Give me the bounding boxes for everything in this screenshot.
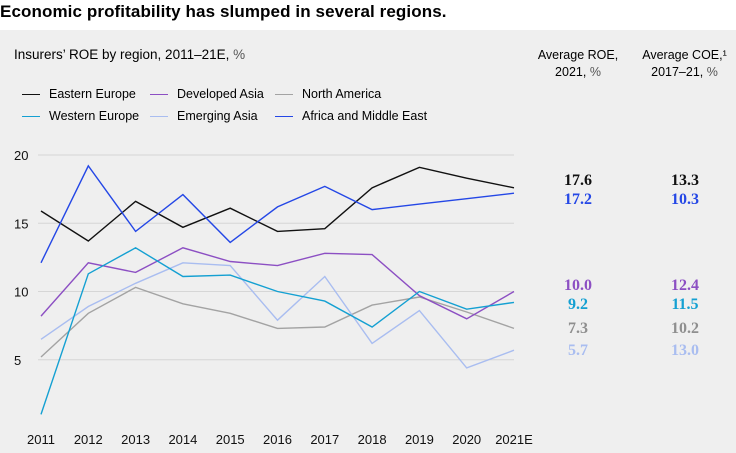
x-tick-label: 2017 [310, 432, 339, 447]
legend-swatch [275, 93, 293, 95]
series-line-north-america [40, 286, 515, 358]
avg-roe-header: Average ROE, 2021, % [528, 47, 628, 81]
y-tick-label: 10 [14, 285, 28, 300]
avg-coe-header-line2: 2017–21, % [633, 64, 736, 81]
avg-roe-header-line1: Average ROE, [537, 48, 619, 62]
chart-panel [0, 30, 736, 453]
x-tick-label: 2014 [168, 432, 197, 447]
legend-swatch [150, 115, 168, 117]
series-line-africa-and-middle-east [40, 164, 515, 264]
legend-label: Eastern Europe [49, 87, 136, 101]
series-line-eastern-europe [40, 166, 515, 242]
x-tick-label: 2013 [121, 432, 150, 447]
x-tick-label: 2015 [216, 432, 245, 447]
legend-africa-middle-east: Africa and Middle East [275, 109, 427, 123]
avg-coe-emerging-asia: 13.0 [671, 342, 699, 359]
legend-swatch [275, 115, 293, 117]
legend-label: Africa and Middle East [302, 109, 428, 123]
avg-coe-header: Average COE,¹ 2017–21, % [633, 47, 736, 81]
avg-coe-eastern-europe: 13.3 [671, 172, 699, 189]
avg-roe-developed-asia: 10.0 [564, 277, 592, 294]
headline: Economic profitability has slumped in se… [0, 2, 447, 21]
legend-label: Emerging Asia [177, 109, 258, 123]
y-tick-label: 15 [14, 216, 28, 231]
legend-label: North America [302, 87, 382, 101]
avg-roe-emerging-asia: 5.7 [568, 342, 588, 359]
series-line-emerging-asia [40, 262, 515, 369]
avg-roe-eastern-europe: 17.6 [564, 172, 592, 189]
x-tick-label: 2018 [358, 432, 387, 447]
subtitle-unit: % [233, 47, 246, 62]
chart-subtitle: Insurers’ ROE by region, 2011–21E, % [14, 47, 245, 62]
x-tick-label: 2012 [74, 432, 103, 447]
avg-roe-north-america: 7.3 [568, 320, 588, 337]
avg-roe-africa-middle-east: 17.2 [564, 191, 592, 208]
subtitle-text: Insurers’ ROE by region, 2011–21E, [14, 47, 230, 62]
avg-roe-western-europe: 9.2 [568, 296, 588, 313]
series-line-developed-asia [40, 247, 515, 320]
x-tick-label: 2011 [27, 432, 55, 447]
avg-coe-header-unit: % [706, 65, 718, 79]
legend-north-america: North America [275, 87, 381, 101]
x-tick-label: 2016 [263, 432, 292, 447]
x-tick-label: 2020 [452, 432, 481, 447]
y-tick-label: 20 [14, 148, 28, 163]
avg-coe-developed-asia: 12.4 [671, 277, 699, 294]
legend-developed-asia: Developed Asia [150, 87, 264, 101]
avg-roe-header-unit: % [589, 65, 601, 79]
legend-western-europe: Western Europe [22, 109, 139, 123]
avg-coe-africa-middle-east: 10.3 [671, 191, 699, 208]
legend-label: Western Europe [49, 109, 140, 123]
x-tick-label: 2021E [495, 432, 533, 447]
legend-swatch [22, 115, 40, 117]
legend-emerging-asia: Emerging Asia [150, 109, 258, 123]
legend-label: Developed Asia [177, 87, 264, 101]
x-tick-label: 2019 [405, 432, 434, 447]
legend-eastern-europe: Eastern Europe [22, 87, 136, 101]
legend-swatch [150, 93, 168, 95]
avg-roe-header-line2: 2021, % [528, 64, 628, 81]
avg-coe-header-years: 2017–21, [651, 65, 704, 79]
avg-coe-header-line1: Average COE,¹ [642, 48, 727, 62]
avg-coe-north-america: 10.2 [671, 320, 699, 337]
avg-coe-western-europe: 11.5 [671, 296, 699, 313]
series-line-western-europe [40, 246, 515, 415]
y-tick-label: 5 [14, 353, 21, 368]
avg-roe-header-year: 2021, [555, 65, 587, 79]
legend-swatch [22, 93, 40, 95]
